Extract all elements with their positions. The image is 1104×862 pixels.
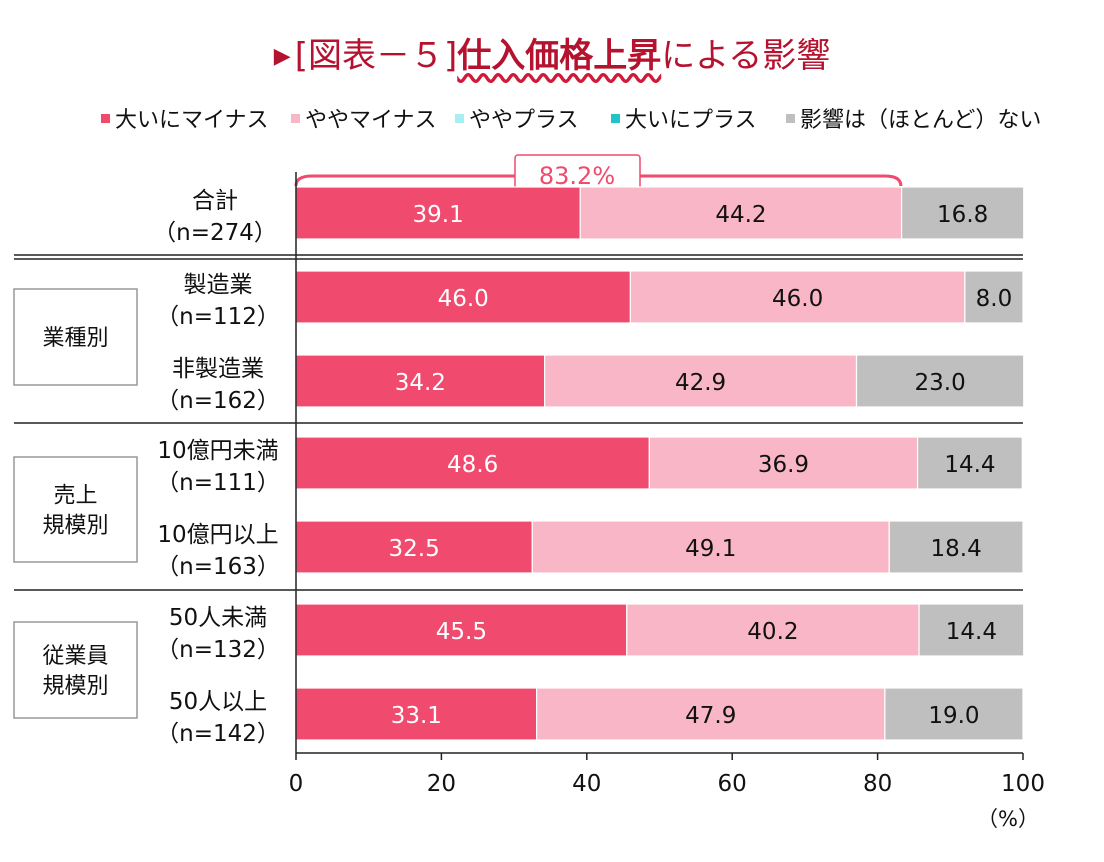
value-label-somewhat_negative-3: 36.9 <box>758 452 809 478</box>
category-n-5: （n=132） <box>156 637 280 663</box>
value-label-somewhat_negative-1: 46.0 <box>772 286 823 312</box>
bar-somewhat_negative-5 <box>626 603 920 657</box>
group-label-2-1: 規模別 <box>42 674 108 699</box>
category-n-4: （n=163） <box>156 554 280 580</box>
chart-title: ▶ [図表－５]仕入価格上昇による影響 <box>0 28 1104 77</box>
group-box-2 <box>13 621 138 719</box>
group-label-1-1: 規模別 <box>42 514 108 539</box>
group-label-0-0: 業種別 <box>42 326 108 351</box>
bar-very_negative-5 <box>295 603 628 657</box>
value-label-very_negative-1: 46.0 <box>438 286 489 312</box>
bar-no_effect-4 <box>888 520 1024 574</box>
legend: 大いにマイナス ややマイナス ややプラス 大いにプラス 影響は（ほとんど）ない <box>101 108 1041 133</box>
bar-very_negative-6 <box>295 687 538 741</box>
value-label-somewhat_negative-4: 49.1 <box>685 536 736 562</box>
title-marker: ▶ <box>273 44 291 69</box>
x-tick-label-0: 0 <box>289 771 304 797</box>
x-tick-label-3: 60 <box>718 771 747 797</box>
bar-somewhat_negative-4 <box>531 520 890 574</box>
bar-no_effect-6 <box>884 687 1024 741</box>
value-label-no_effect-2: 23.0 <box>915 370 966 396</box>
category-label-4: 10億円以上 <box>157 522 278 548</box>
value-label-somewhat_negative-5: 40.2 <box>747 619 798 645</box>
value-label-somewhat_negative-6: 47.9 <box>685 703 736 729</box>
value-label-no_effect-1: 8.0 <box>976 286 1013 312</box>
bar-no_effect-3 <box>916 436 1023 490</box>
category-label-5: 50人未満 <box>169 605 267 631</box>
legend-swatch-very_negative <box>101 114 110 123</box>
category-label-0: 合計 <box>192 188 238 214</box>
value-label-no_effect-6: 19.0 <box>928 703 979 729</box>
category-n-0: （n=274） <box>153 220 277 246</box>
bar-no_effect-1 <box>964 270 1024 324</box>
x-tick-label-4: 80 <box>863 771 892 797</box>
bar-no_effect-0 <box>900 186 1025 240</box>
legend-swatch-somewhat_positive <box>455 114 464 123</box>
bar-somewhat_negative-2 <box>544 354 858 408</box>
value-label-very_negative-3: 48.6 <box>447 452 498 478</box>
x-tick-label-1: 20 <box>427 771 456 797</box>
category-n-2: （n=162） <box>156 388 280 414</box>
value-label-very_negative-4: 32.5 <box>389 536 440 562</box>
value-label-no_effect-5: 14.4 <box>946 619 997 645</box>
legend-swatch-no_effect <box>786 114 795 123</box>
bar-very_negative-4 <box>295 520 533 574</box>
legend-swatch-somewhat_negative <box>291 114 300 123</box>
value-label-very_negative-5: 45.5 <box>436 619 487 645</box>
group-label-2-0: 従業員 <box>42 644 108 669</box>
category-label-1: 製造業 <box>184 272 253 298</box>
x-axis-unit: （%） <box>977 807 1039 831</box>
x-tick-label-2: 40 <box>572 771 601 797</box>
category-labels: 合計 （n=274） 製造業 （n=112） 非製造業 （n=162） 10億円未満 （n=1… <box>153 188 280 747</box>
bar-no_effect-5 <box>918 603 1025 657</box>
category-n-6: （n=142） <box>156 721 280 747</box>
bar-very_negative-0 <box>295 186 581 240</box>
x-tick-label-5: 100 <box>1001 771 1045 797</box>
legend-label-very_negative: 大いにマイナス <box>115 108 269 133</box>
group-box-0 <box>13 288 138 386</box>
value-label-very_negative-0: 39.1 <box>413 202 464 228</box>
legend-swatch-very_positive <box>611 114 620 123</box>
axes: 0 20 40 60 80 100 （%） <box>289 172 1045 831</box>
annotation-label: 83.2% <box>539 162 615 190</box>
value-label-no_effect-4: 18.4 <box>931 536 982 562</box>
bar-somewhat_negative-0 <box>579 186 903 240</box>
bar-somewhat_negative-3 <box>648 436 919 490</box>
category-label-3: 10億円未満 <box>157 438 278 464</box>
value-label-very_negative-2: 34.2 <box>395 370 446 396</box>
bar-no_effect-2 <box>855 354 1025 408</box>
legend-label-somewhat_positive: ややプラス <box>469 108 579 133</box>
title-prefix: [図表－５] <box>294 36 458 76</box>
category-label-2: 非製造業 <box>172 356 264 382</box>
group-box-1 <box>13 456 138 563</box>
value-label-somewhat_negative-2: 42.9 <box>675 370 726 396</box>
legend-label-very_positive: 大いにプラス <box>625 108 757 133</box>
category-n-3: （n=111） <box>156 470 280 496</box>
group-label-1-0: 売上 <box>53 484 97 509</box>
category-label-6: 50人以上 <box>169 689 267 715</box>
title-emphasis: 仕入価格上昇 <box>457 36 662 76</box>
value-label-very_negative-6: 33.1 <box>391 703 442 729</box>
bar-very_negative-1 <box>295 270 632 324</box>
value-label-no_effect-0: 16.8 <box>937 202 988 228</box>
value-label-no_effect-3: 14.4 <box>944 452 995 478</box>
title-suffix: による影響 <box>661 36 831 76</box>
bar-somewhat_negative-6 <box>536 687 886 741</box>
legend-label-no_effect: 影響は（ほとんど）ない <box>800 108 1041 133</box>
bars: 39.1 44.2 16.8 46.0 46.0 8.0 34.2 42.9 23.0 48.6 3… <box>295 186 1025 741</box>
legend-label-somewhat_negative: ややマイナス <box>305 108 437 133</box>
value-label-somewhat_negative-0: 44.2 <box>715 202 766 228</box>
bar-somewhat_negative-1 <box>629 270 966 324</box>
category-n-1: （n=112） <box>156 304 280 330</box>
